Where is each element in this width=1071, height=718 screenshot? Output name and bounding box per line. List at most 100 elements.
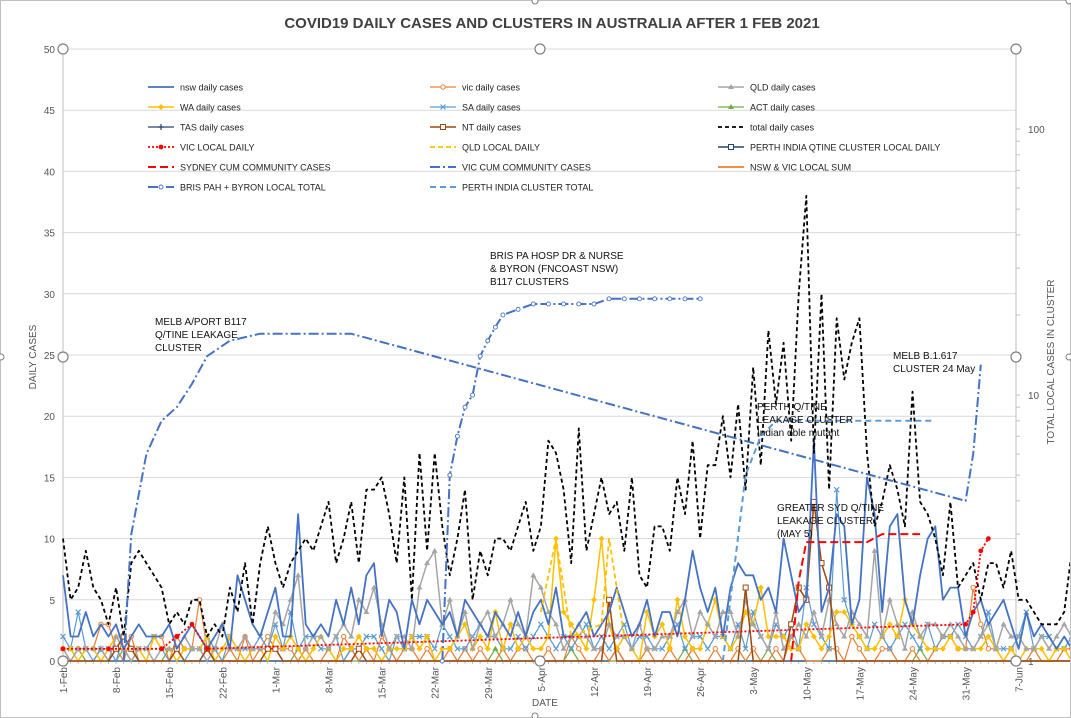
legend-label: ACT daily cases [750,103,815,113]
series-line [63,538,990,650]
data-point [894,633,901,640]
data-point [454,645,461,652]
data-point [287,646,294,652]
x-tick-label: 15-Feb [165,667,176,699]
data-point [598,535,605,542]
data-point [507,621,514,628]
data-point [416,633,423,640]
data-point [735,633,742,639]
data-point [242,633,249,639]
legend-label: NT daily cases [462,123,521,133]
y-axis-label: DAILY CASES [28,324,39,389]
data-point [977,645,984,652]
data-point [947,633,954,640]
data-point [363,633,370,640]
data-point [440,124,446,130]
data-point [917,645,924,652]
data-point [317,645,324,652]
legend-entry: TAS daily cases [148,123,244,133]
x-tick-label: 1-Mar [271,666,282,693]
annotations: MELB A/PORT B117 Q/TINE LEAKAGE CLUSTER BRI… [155,251,975,540]
data-point [363,645,370,652]
annotation-line: Indian dble mutant [757,428,840,439]
data-point [340,645,347,652]
data-point [462,609,469,615]
annotation: MELB A/PORT B117 Q/TINE LEAKAGE CLUSTER [155,317,247,354]
data-point [211,645,218,651]
data-point [856,633,863,640]
legend: nsw daily cases vic daily cases QLD daily … [148,83,940,193]
data-point [810,621,817,628]
data-point [932,645,939,652]
x-tick-label: 7-Jun [1015,667,1026,692]
data-point [317,633,324,639]
data-point [652,296,658,302]
y-tick-label: 0 [49,657,55,668]
annotation-line: PERTH Q/TINE [757,402,827,413]
data-point [728,84,734,89]
data-point [424,560,431,566]
data-point [727,645,734,652]
data-point [606,296,612,302]
data-point [492,645,499,651]
data-point [158,104,164,110]
data-point [272,633,279,640]
data-point [992,645,999,651]
data-point [295,645,302,652]
series-line [441,297,701,662]
annotation-line: GREATER SYD Q/TINE [777,503,884,514]
x-axis-label: DATE [532,698,558,709]
data-point [159,646,165,652]
data-point [978,621,984,627]
x-tick-label: 22-Mar [431,666,442,698]
data-point [955,645,962,652]
data-point [810,633,817,640]
legend-label: TAS daily cases [180,123,244,133]
series-qld-local-daily [540,537,632,638]
legend-entry: nsw daily cases [148,83,244,93]
data-point [1030,645,1037,651]
annotation-line: MELB A/PORT B117 [155,317,247,328]
annotation-line: Q/TINE LEAKAGE [155,330,238,341]
data-point [204,646,210,652]
legend-entry: BRIS PAH + BYRON LOCAL TOTAL [148,183,326,193]
data-point [621,296,627,302]
annotation: GREATER SYD Q/TINE LEAKAGE CLUSTER (MAY 5) [777,503,884,540]
data-point [249,645,256,651]
selection-handle [534,43,546,55]
series-line [62,195,1071,638]
data-point [507,645,514,652]
legend-label: WA daily cases [180,103,241,113]
legend-label: total daily cases [750,123,815,133]
data-point [818,633,825,639]
legend-entry: VIC CUM COMMUNITY CASES [430,163,591,173]
data-point [264,645,271,652]
data-point [446,633,453,640]
data-point [583,621,590,628]
data-point [484,609,491,615]
data-point [1038,645,1045,652]
data-point [667,296,673,302]
data-point [393,633,400,639]
data-point [462,404,468,410]
legend-entry: WA daily cases [148,103,241,113]
data-point [363,609,370,615]
data-point [515,621,522,627]
data-point [780,645,787,651]
data-point [728,104,734,109]
data-point [826,645,833,652]
y-tick-label: 45 [44,106,56,117]
data-point [295,572,302,578]
legend-label: BRIS PAH + BYRON LOCAL TOTAL [180,183,326,193]
data-point [470,392,476,398]
series-line [721,419,936,662]
data-point [424,633,431,640]
data-point [742,584,749,591]
data-point [803,633,810,639]
data-point [719,609,726,615]
y-tick-label: 30 [44,290,56,301]
selection-handle [1010,43,1022,55]
series-line [63,501,1071,662]
data-point [864,633,871,639]
data-point [1053,633,1060,639]
